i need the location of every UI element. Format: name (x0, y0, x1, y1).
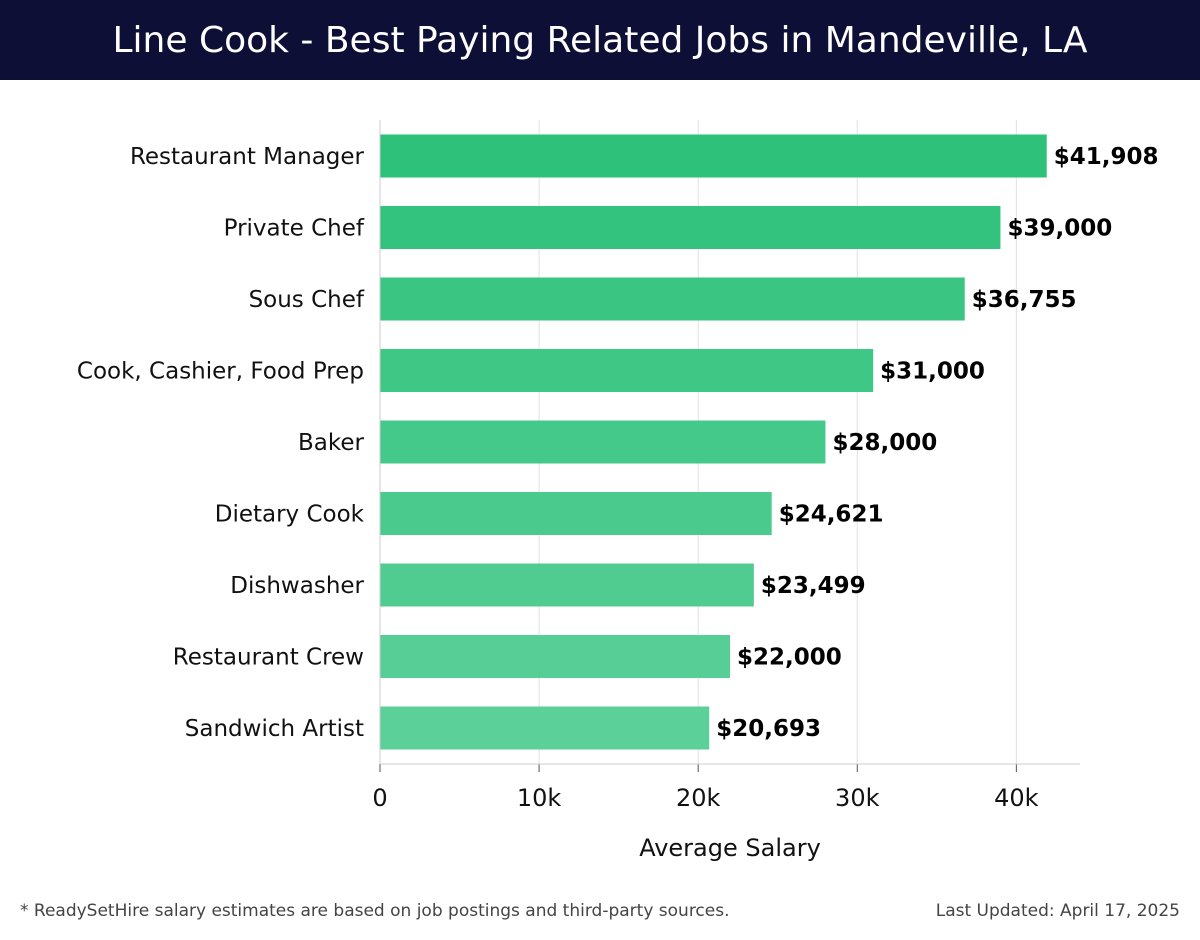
bar (380, 349, 874, 392)
last-updated: Last Updated: April 17, 2025 (935, 901, 1180, 921)
category-label: Dishwasher (230, 573, 364, 599)
chart-title: Line Cook - Best Paying Related Jobs in … (112, 19, 1088, 61)
category-label: Restaurant Manager (130, 144, 365, 170)
x-tick-label: 10k (517, 784, 562, 812)
value-label: $28,000 (832, 430, 937, 456)
bar (380, 563, 754, 607)
category-label: Sous Chef (249, 287, 365, 313)
category-label: Dietary Cook (215, 502, 365, 528)
bar (380, 420, 826, 464)
footer-note: * ReadySetHire salary estimates are base… (20, 901, 730, 921)
bar-layer (380, 134, 1047, 750)
label-layer: Restaurant Manager $41,908 Private Chef $39… (77, 144, 1159, 742)
value-label: $31,000 (880, 359, 985, 385)
chart-header: Line Cook - Best Paying Related Jobs in … (0, 0, 1200, 80)
bar-chart: Restaurant Manager $41,908 Private Chef $39… (77, 120, 1159, 862)
value-label: $22,000 (737, 645, 842, 671)
value-label: $41,908 (1054, 144, 1159, 170)
value-label: $24,621 (779, 502, 884, 528)
x-tick-label: 20k (676, 784, 721, 812)
category-label: Sandwich Artist (185, 716, 364, 742)
bar (380, 206, 1001, 249)
category-label: Baker (298, 430, 365, 456)
x-tick-label: 40k (994, 784, 1039, 812)
x-tick-label: 0 (372, 784, 387, 812)
bar (380, 706, 710, 750)
bar (380, 492, 772, 535)
bar (380, 134, 1047, 178)
value-label: $36,755 (972, 287, 1077, 313)
value-label: $23,499 (761, 573, 866, 599)
category-label: Private Chef (224, 216, 365, 242)
x-tick-label: 30k (835, 784, 880, 812)
bar (380, 635, 730, 678)
value-label: $20,693 (716, 716, 821, 742)
axis-layer: 0 10k 20k 30k 40k (372, 120, 1080, 812)
category-label: Restaurant Crew (173, 645, 364, 671)
value-label: $39,000 (1007, 216, 1112, 242)
x-axis-title: Average Salary (639, 834, 821, 862)
bar (380, 277, 965, 321)
category-label: Cook, Cashier, Food Prep (77, 359, 364, 385)
